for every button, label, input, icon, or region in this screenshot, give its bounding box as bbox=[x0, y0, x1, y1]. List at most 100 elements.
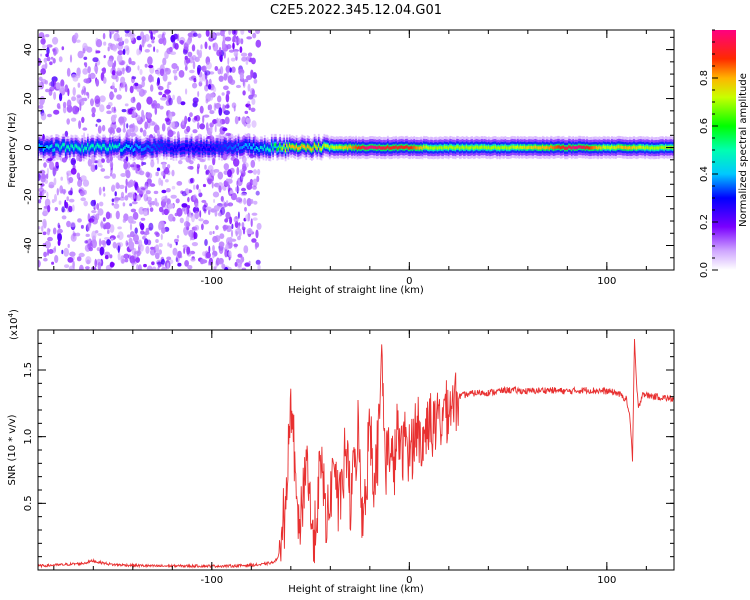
snr-x-tick-label: -100 bbox=[200, 575, 223, 586]
ridge-segment bbox=[45, 145, 48, 149]
spectrogram-speckle bbox=[130, 164, 135, 168]
spectrogram-speckle bbox=[120, 255, 125, 264]
spectrogram-speckle bbox=[211, 181, 214, 189]
spectrogram-speckle bbox=[161, 189, 167, 194]
ridge-segment bbox=[483, 145, 486, 149]
spectrogram-speckle bbox=[162, 73, 168, 82]
ridge-segment bbox=[196, 145, 198, 149]
spectrogram-speckle bbox=[144, 238, 149, 246]
spectrogram-speckle bbox=[219, 55, 223, 63]
ridge-segment bbox=[501, 145, 504, 150]
ridge-segment bbox=[192, 147, 194, 151]
ridge-segment bbox=[392, 145, 395, 149]
ridge-segment bbox=[102, 144, 104, 148]
spectrogram-speckle bbox=[182, 48, 188, 55]
spectrogram-speckle bbox=[219, 126, 226, 135]
snr-y-tick-label: 0.5 bbox=[23, 495, 34, 511]
ridge-segment bbox=[281, 147, 284, 151]
spectrogram-speckle bbox=[49, 161, 55, 171]
spectrogram-speckle bbox=[207, 84, 212, 90]
spectrogram-speckle bbox=[255, 190, 260, 196]
spectrogram-speckle bbox=[129, 203, 133, 207]
spectrogram-speckle bbox=[91, 230, 97, 240]
spectrogram-y-tick-label: -40 bbox=[23, 237, 34, 253]
ridge-segment bbox=[93, 147, 96, 151]
spectrogram-speckle bbox=[146, 265, 153, 270]
ridge-segment bbox=[432, 146, 435, 150]
spectrogram-speckle bbox=[244, 110, 249, 114]
spectrogram-speckle bbox=[146, 96, 153, 105]
ridge-segment bbox=[111, 143, 114, 147]
ridge-segment bbox=[110, 146, 113, 150]
spectrogram-speckle bbox=[159, 105, 164, 110]
spectrogram-speckle bbox=[131, 262, 135, 268]
ridge-segment bbox=[328, 146, 331, 150]
ridge-segment bbox=[450, 145, 453, 149]
ridge-segment bbox=[154, 144, 157, 148]
spectrogram-y-tick-label: -20 bbox=[23, 188, 34, 204]
spectrogram-speckle bbox=[39, 99, 44, 106]
spectrogram-speckle bbox=[168, 203, 174, 209]
spectrogram-speckle bbox=[133, 234, 139, 243]
spectrogram-speckle bbox=[83, 56, 88, 60]
spectrogram-speckle bbox=[155, 71, 160, 75]
spectrogram-speckle bbox=[89, 72, 96, 79]
spectrogram-speckle bbox=[53, 177, 57, 186]
spectrogram-speckle bbox=[57, 222, 60, 229]
ridge-segment bbox=[286, 143, 288, 148]
spectrogram-speckle bbox=[147, 56, 153, 66]
spectrogram-speckle bbox=[162, 162, 166, 170]
spectrogram-speckle bbox=[144, 121, 148, 130]
spectrogram-x-tick-label: 100 bbox=[597, 276, 616, 287]
spectrogram-speckle bbox=[70, 117, 77, 122]
spectrogram-speckle bbox=[76, 172, 81, 180]
spectrogram-speckle bbox=[144, 63, 148, 68]
ridge-segment bbox=[288, 143, 291, 147]
ridge-segment bbox=[649, 146, 652, 150]
ridge-segment bbox=[391, 146, 393, 150]
ridge-segment bbox=[149, 146, 151, 150]
ridge-segment bbox=[317, 143, 320, 147]
spectrogram-speckle bbox=[43, 162, 47, 168]
ridge-segment bbox=[409, 146, 411, 150]
spectrogram-speckle bbox=[161, 123, 166, 132]
spectrogram-speckle bbox=[46, 248, 50, 256]
spectrogram-speckle bbox=[108, 42, 113, 47]
ridge-segment bbox=[80, 148, 82, 152]
spectrogram-speckle bbox=[138, 50, 142, 55]
spectrogram-speckle bbox=[252, 185, 257, 190]
ridge-segment bbox=[490, 146, 493, 150]
ridge-segment bbox=[402, 145, 404, 149]
ridge-segment bbox=[463, 146, 465, 150]
spectrogram-speckle bbox=[160, 171, 165, 177]
spectrogram-speckle bbox=[64, 264, 70, 268]
ridge-segment bbox=[84, 146, 86, 150]
ridge-segment bbox=[587, 146, 590, 150]
ridge-segment bbox=[471, 145, 474, 149]
spectrogram-speckle bbox=[193, 194, 196, 201]
spectrogram-speckle bbox=[173, 41, 176, 49]
spectrogram-speckle bbox=[76, 256, 82, 262]
ridge-segment bbox=[641, 145, 644, 150]
ridge-segment bbox=[82, 148, 85, 152]
ridge-segment bbox=[176, 145, 179, 149]
ridge-segment bbox=[100, 146, 103, 150]
spectrogram-speckle bbox=[52, 58, 56, 64]
spectrogram-speckle bbox=[212, 245, 215, 252]
spectrogram-speckle bbox=[199, 210, 202, 218]
spectrogram-speckle bbox=[226, 200, 229, 204]
spectrogram-speckle bbox=[120, 191, 125, 198]
spectrogram-speckle bbox=[159, 68, 165, 77]
spectrogram-speckle bbox=[123, 161, 128, 170]
spectrogram-speckle bbox=[218, 245, 224, 254]
spectrogram-speckle bbox=[124, 33, 128, 37]
spectrogram-speckle bbox=[83, 78, 89, 84]
ridge-segment bbox=[505, 146, 508, 150]
ridge-segment bbox=[562, 145, 565, 149]
spectrogram-speckle bbox=[223, 73, 228, 81]
spectrogram-speckle bbox=[186, 226, 190, 231]
spectrogram-speckle bbox=[77, 50, 84, 59]
spectrogram-speckle bbox=[106, 104, 111, 110]
ridge-segment bbox=[485, 146, 487, 150]
spectrogram-speckle bbox=[240, 52, 248, 57]
